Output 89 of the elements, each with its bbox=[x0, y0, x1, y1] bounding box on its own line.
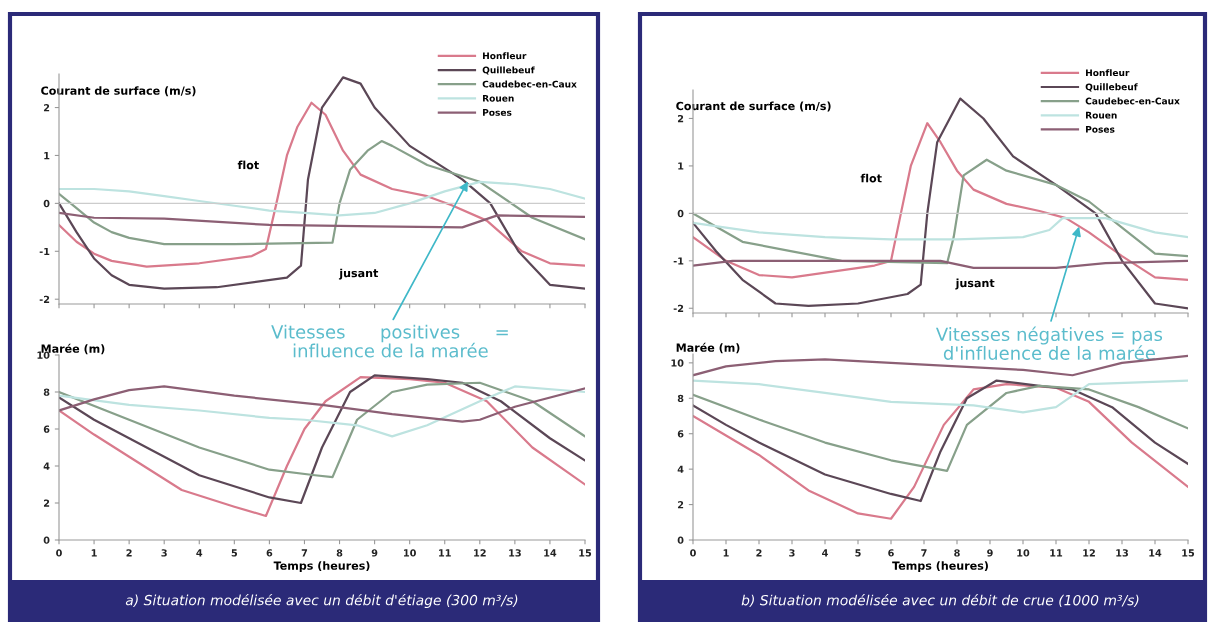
x-tick-label: 0 bbox=[690, 549, 696, 557]
y-axis-title: Marée (m) bbox=[676, 342, 740, 354]
y-tick-label: 0 bbox=[43, 536, 50, 544]
x-tick-label: 0 bbox=[56, 549, 62, 557]
x-tick-label: 10 bbox=[1017, 549, 1030, 557]
line-series bbox=[59, 385, 585, 423]
legend-label: Poses bbox=[483, 109, 512, 116]
x-tick-label: 2 bbox=[126, 549, 132, 557]
annotation: jusant bbox=[338, 268, 379, 280]
annotation: Vitesses négatives = pas d'influence de la marée bbox=[935, 326, 1163, 360]
y-axis-title: Courant de surface (m/s) bbox=[41, 86, 196, 97]
x-tick-label: 7 bbox=[921, 549, 927, 557]
annotation: flot bbox=[860, 173, 882, 183]
line-series bbox=[693, 379, 1188, 414]
y-tick-label: 8 bbox=[43, 388, 50, 396]
annotation: flot bbox=[237, 160, 259, 170]
x-tick-label: 3 bbox=[161, 549, 167, 557]
x-tick-label: 4 bbox=[822, 549, 828, 557]
y-tick-label: 10 bbox=[671, 359, 684, 367]
x-tick-label: 8 bbox=[954, 549, 960, 557]
legend-label: Rouen bbox=[1086, 111, 1117, 119]
text: b) Situation modélisée avec un débit de crue (1000 m³/s) bbox=[741, 594, 1139, 608]
x-tick-label: 13 bbox=[1116, 549, 1128, 557]
line-series bbox=[59, 211, 585, 229]
x-tick-label: 11 bbox=[1050, 549, 1063, 557]
line-series bbox=[59, 139, 585, 246]
x-tick-label: 9 bbox=[371, 549, 378, 557]
y-tick-label: -2 bbox=[39, 295, 50, 303]
y-tick-label: 10 bbox=[37, 351, 50, 359]
text: a) Situation modélisée avec un débit d'étiage (300 m³/s) bbox=[125, 594, 518, 609]
annotation: Vitesses positives = influence de la marée bbox=[271, 324, 508, 358]
x-tick-label: 7 bbox=[301, 549, 308, 557]
y-tick-label: 2 bbox=[677, 501, 684, 509]
y-tick-label: 0 bbox=[43, 199, 50, 208]
x-tick-label: 5 bbox=[231, 549, 238, 557]
x-tick-label: 10 bbox=[404, 549, 416, 557]
x-tick-label: 1 bbox=[723, 549, 729, 557]
x-tick-label: 15 bbox=[579, 549, 592, 557]
y-tick-label: -1 bbox=[39, 247, 50, 255]
y-tick-label: 6 bbox=[677, 430, 684, 438]
x-tick-label: 15 bbox=[1182, 549, 1195, 557]
legend-label: Quillebeuf bbox=[482, 66, 535, 75]
line-series bbox=[693, 259, 1188, 270]
line-series bbox=[693, 217, 1188, 241]
y-tick-label: 2 bbox=[43, 499, 50, 507]
y-tick-label: -2 bbox=[673, 304, 684, 312]
y-tick-label: 8 bbox=[677, 394, 684, 403]
y-tick-label: -1 bbox=[673, 257, 684, 265]
y-tick-label: 4 bbox=[677, 465, 684, 473]
x-axis-title: Temps (heures) bbox=[892, 561, 988, 572]
x-tick-label: 8 bbox=[336, 549, 343, 557]
x-tick-label: 12 bbox=[1083, 549, 1095, 557]
x-tick-label: 1 bbox=[91, 549, 97, 557]
x-tick-label: 11 bbox=[439, 549, 451, 557]
line-series bbox=[59, 180, 585, 217]
y-tick-label: 6 bbox=[43, 425, 50, 433]
y-tick-label: 4 bbox=[43, 462, 50, 470]
line-series bbox=[693, 384, 1188, 473]
y-tick-label: 1 bbox=[678, 162, 684, 170]
y-tick-label: 0 bbox=[677, 536, 684, 544]
x-tick-label: 6 bbox=[888, 549, 894, 557]
legend-label: Honfleur bbox=[483, 52, 527, 60]
x-tick-label: 14 bbox=[1149, 549, 1162, 557]
x-tick-label: 6 bbox=[266, 549, 273, 557]
y-tick-label: 2 bbox=[677, 114, 684, 123]
x-tick-label: 13 bbox=[509, 549, 521, 557]
x-tick-label: 4 bbox=[196, 549, 203, 557]
line-series bbox=[59, 385, 585, 438]
legend-label: Poses bbox=[1086, 126, 1115, 133]
y-axis-title: Courant de surface (m/s) bbox=[676, 101, 831, 112]
x-axis-title: Temps (heures) bbox=[273, 561, 370, 572]
y-tick-label: 0 bbox=[677, 209, 684, 218]
legend-label: Honfleur bbox=[1086, 69, 1130, 77]
x-tick-label: 14 bbox=[544, 549, 557, 557]
x-tick-label: 12 bbox=[474, 549, 486, 557]
annotation: jusant bbox=[955, 278, 995, 290]
legend-label: Caudebec-en-Caux bbox=[482, 80, 577, 88]
x-tick-label: 5 bbox=[855, 549, 861, 557]
x-tick-label: 9 bbox=[987, 549, 993, 557]
line-series bbox=[59, 381, 585, 479]
legend-label: Rouen bbox=[483, 94, 514, 102]
line-series bbox=[59, 101, 585, 268]
y-tick-label: 1 bbox=[44, 152, 50, 160]
legend-label: Quillebeuf bbox=[1085, 83, 1138, 92]
line-series bbox=[693, 158, 1188, 265]
legend-label: Caudebec-en-Caux bbox=[1085, 97, 1180, 105]
x-tick-label: 3 bbox=[789, 549, 795, 557]
x-tick-label: 2 bbox=[756, 549, 762, 557]
y-tick-label: 2 bbox=[43, 104, 50, 112]
